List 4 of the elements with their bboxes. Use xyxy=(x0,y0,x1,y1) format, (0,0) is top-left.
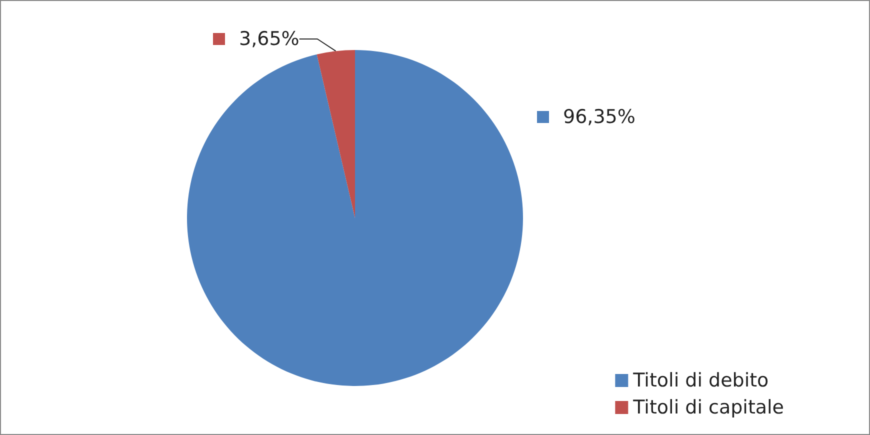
data-label: 96,35% xyxy=(563,106,636,128)
legend-label: Titoli di capitale xyxy=(632,396,784,418)
data-label: 3,65% xyxy=(239,28,300,50)
legend-label: Titoli di debito xyxy=(632,370,769,392)
